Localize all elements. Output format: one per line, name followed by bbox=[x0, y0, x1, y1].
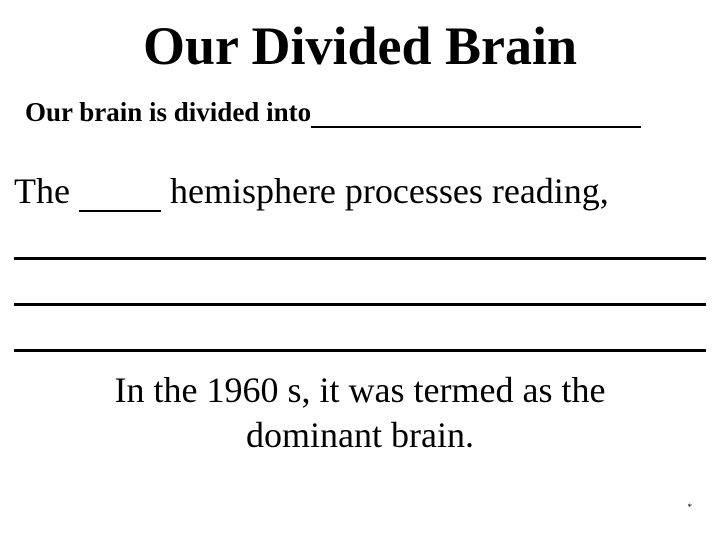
blank-inline-1 bbox=[311, 101, 641, 128]
blank-row-3 bbox=[14, 310, 706, 352]
line-divided-into: Our brain is divided into bbox=[10, 97, 710, 128]
line2-prefix: The bbox=[14, 171, 79, 211]
line-1960s: In the 1960 s, it was termed as the domi… bbox=[10, 368, 710, 458]
line3-b: dominant brain. bbox=[246, 415, 474, 455]
blank-row-2 bbox=[14, 264, 706, 306]
blank-row-1 bbox=[14, 218, 706, 260]
line1-text: Our brain is divided into bbox=[25, 97, 311, 127]
slide-title: Our Divided Brain bbox=[10, 15, 710, 77]
slide-container: Our Divided Brain Our brain is divided i… bbox=[0, 0, 720, 540]
line3-a: In the 1960 s, it was termed as the bbox=[115, 370, 606, 410]
footnote-marker: * bbox=[688, 502, 693, 512]
line-hemisphere: The hemisphere processes reading, bbox=[10, 170, 710, 212]
line2-suffix: hemisphere processes reading, bbox=[161, 171, 609, 211]
blank-inline-2 bbox=[79, 176, 161, 212]
